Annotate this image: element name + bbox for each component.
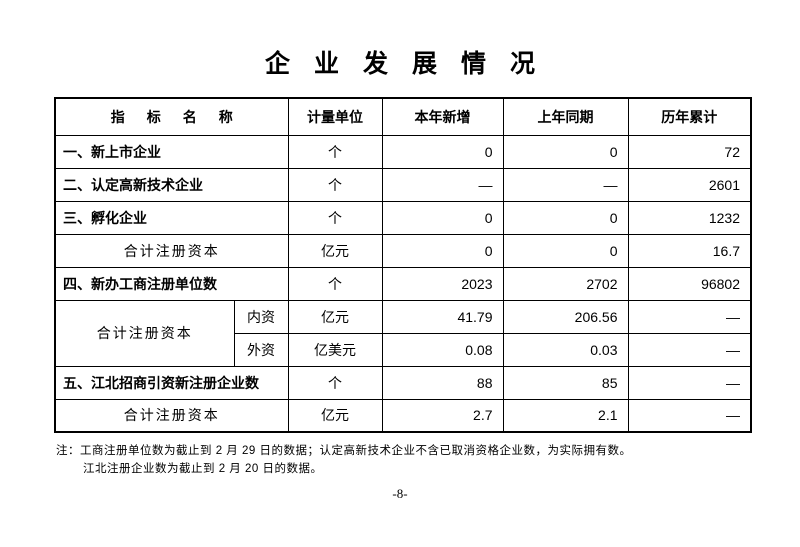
cell-previous: — xyxy=(502,167,629,202)
cell-total: 2601 xyxy=(627,167,752,202)
enterprise-development-table: 指标名称 计量单位 本年新增 上年同期 历年累计 一、新上市企业 个 0 0 7… xyxy=(54,97,752,433)
cell-current: 2.7 xyxy=(381,398,504,433)
cell-unit: 个 xyxy=(287,200,383,235)
cell-total: — xyxy=(627,365,752,400)
cell-previous: 2.1 xyxy=(502,398,629,433)
cell-indicator: 合计注册资本 xyxy=(54,398,289,433)
table-row: 四、新办工商注册单位数 个 2023 2702 96802 xyxy=(54,266,752,301)
cell-indicator: 五、江北招商引资新注册企业数 xyxy=(54,365,289,400)
table-header-row: 指标名称 计量单位 本年新增 上年同期 历年累计 xyxy=(54,97,752,136)
cell-total: 96802 xyxy=(627,266,752,301)
cell-previous: 85 xyxy=(502,365,629,400)
cell-previous: 206.56 xyxy=(502,299,629,334)
header-previous-year: 上年同期 xyxy=(502,97,629,136)
cell-total: 1232 xyxy=(627,200,752,235)
cell-unit: 亿美元 xyxy=(287,332,383,367)
cell-indicator: 二、认定高新技术企业 xyxy=(54,167,289,202)
cell-total: 16.7 xyxy=(627,233,752,268)
cell-unit: 亿元 xyxy=(287,233,383,268)
page-title: 企业发展情况 xyxy=(264,50,559,78)
cell-current: 2023 xyxy=(381,266,504,301)
cell-total: — xyxy=(627,398,752,433)
table-row: 合计注册资本 亿元 0 0 16.7 xyxy=(54,233,752,268)
cell-unit: 亿元 xyxy=(287,299,383,334)
cell-unit: 个 xyxy=(287,167,383,202)
cell-unit: 个 xyxy=(287,266,383,301)
cell-previous: 0 xyxy=(502,233,629,268)
cell-previous: 0 xyxy=(502,134,629,169)
cell-current: — xyxy=(381,167,504,202)
cell-unit: 亿元 xyxy=(287,398,383,433)
table-row: 合计注册资本 内资 亿元 41.79 206.56 — xyxy=(54,299,752,367)
cell-indicator: 三、孵化企业 xyxy=(54,200,289,235)
cell-unit: 个 xyxy=(287,365,383,400)
cell-indicator: 四、新办工商注册单位数 xyxy=(54,266,289,301)
page-number: -8- xyxy=(392,486,408,501)
header-indicator-name: 指标名称 xyxy=(54,97,289,136)
table-row: 五、江北招商引资新注册企业数 个 88 85 — xyxy=(54,365,752,400)
cell-indicator-merged: 合计注册资本 xyxy=(54,299,235,367)
cell-current: 0 xyxy=(381,134,504,169)
header-current-year: 本年新增 xyxy=(381,97,504,136)
cell-total: — xyxy=(627,299,752,334)
cell-total: 72 xyxy=(627,134,752,169)
cell-sub-category: 外资 xyxy=(233,332,289,367)
cell-current: 41.79 xyxy=(381,299,504,334)
header-unit: 计量单位 xyxy=(287,97,383,136)
table-row: 三、孵化企业 个 0 0 1232 xyxy=(54,200,752,235)
cell-current: 0 xyxy=(381,200,504,235)
table-footnotes: 注：工商注册单位数为截止到 2 月 29 日的数据；认定高新技术企业不含已取消资… xyxy=(56,443,631,478)
cell-current: 88 xyxy=(381,365,504,400)
footnote-line-2: 江北注册企业数为截止到 2 月 20 日的数据。 xyxy=(83,462,323,475)
cell-total: — xyxy=(627,332,752,367)
footnote-line-1: 注：工商注册单位数为截止到 2 月 29 日的数据；认定高新技术企业不含已取消资… xyxy=(56,445,632,457)
cell-indicator: 合计注册资本 xyxy=(54,233,289,268)
cell-previous: 0.03 xyxy=(502,332,629,367)
cell-sub-category: 内资 xyxy=(233,299,289,334)
table-row: 外资 亿美元 0.08 0.03 — xyxy=(55,332,752,367)
cell-previous: 0 xyxy=(502,200,629,235)
cell-previous: 2702 xyxy=(502,266,629,301)
cell-current: 0 xyxy=(381,233,504,268)
table-row: 一、新上市企业 个 0 0 72 xyxy=(54,134,752,169)
cell-indicator: 一、新上市企业 xyxy=(54,134,289,169)
cell-current: 0.08 xyxy=(381,332,504,367)
cell-unit: 个 xyxy=(287,134,383,169)
table-row: 二、认定高新技术企业 个 — — 2601 xyxy=(54,167,752,202)
table-row: 合计注册资本 亿元 2.7 2.1 — xyxy=(54,398,752,433)
header-cumulative: 历年累计 xyxy=(627,97,752,136)
